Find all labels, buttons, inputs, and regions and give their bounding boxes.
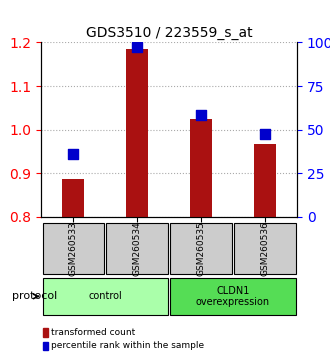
Text: transformed count: transformed count bbox=[51, 328, 135, 337]
Bar bbox=[254, 144, 276, 217]
Bar bbox=[62, 179, 84, 217]
Bar bbox=[126, 49, 148, 217]
Text: percentile rank within the sample: percentile rank within the sample bbox=[51, 342, 204, 350]
Bar bbox=[43, 328, 48, 337]
Title: GDS3510 / 223559_s_at: GDS3510 / 223559_s_at bbox=[86, 26, 252, 40]
Bar bbox=[43, 342, 48, 350]
FancyBboxPatch shape bbox=[234, 223, 296, 274]
Text: GSM260534: GSM260534 bbox=[133, 221, 142, 276]
Text: GSM260533: GSM260533 bbox=[69, 221, 78, 276]
Text: GSM260536: GSM260536 bbox=[260, 221, 270, 276]
Text: protocol: protocol bbox=[13, 291, 58, 301]
FancyBboxPatch shape bbox=[170, 223, 232, 274]
FancyBboxPatch shape bbox=[43, 223, 104, 274]
Bar bbox=[190, 119, 212, 217]
Point bbox=[262, 131, 268, 137]
Point bbox=[71, 151, 76, 157]
Point bbox=[135, 44, 140, 50]
Text: CLDN1
overexpression: CLDN1 overexpression bbox=[196, 286, 270, 307]
FancyBboxPatch shape bbox=[107, 223, 168, 274]
Text: control: control bbox=[88, 291, 122, 301]
FancyBboxPatch shape bbox=[43, 278, 168, 315]
Point bbox=[198, 112, 204, 118]
Text: GSM260535: GSM260535 bbox=[197, 221, 206, 276]
FancyBboxPatch shape bbox=[170, 278, 296, 315]
